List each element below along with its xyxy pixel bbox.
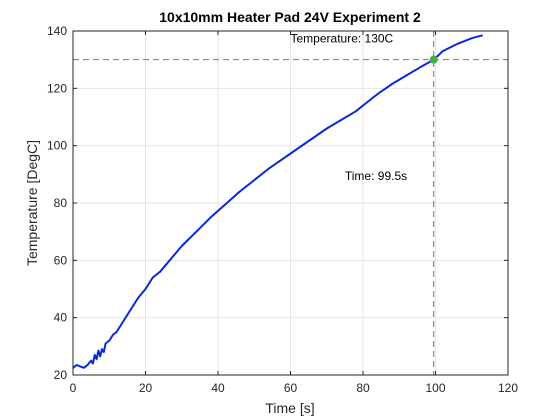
series-line	[72, 34, 483, 369]
y-tick-label: 40	[54, 311, 68, 325]
annotations: Temperature: 130C Time: 99.5s	[291, 31, 408, 183]
x-tick-label: 60	[284, 381, 298, 395]
y-tick-label: 60	[54, 253, 68, 267]
x-tick-label: 20	[139, 381, 153, 395]
annotation-text: Time: 99.5s	[345, 169, 407, 183]
x-tick-label: 100	[425, 381, 445, 395]
x-tick-label: 120	[498, 381, 518, 395]
y-axis-label: Temperature [DegC]	[24, 140, 40, 266]
x-tick-label: 40	[211, 381, 225, 395]
chart-title: 10x10mm Heater Pad 24V Experiment 2	[159, 9, 421, 25]
annotation-text: Temperature: 130C	[291, 31, 394, 45]
x-tick-label: 80	[356, 381, 370, 395]
y-tick-label: 100	[47, 139, 67, 153]
y-tick-label: 80	[54, 196, 68, 210]
x-axis-label: Time [s]	[265, 400, 314, 416]
x-tick-label: 0	[70, 381, 77, 395]
grid	[72, 30, 509, 376]
series-layer	[72, 34, 483, 369]
intersection-marker	[429, 55, 438, 64]
y-tick-label: 120	[47, 81, 67, 95]
y-tick-label: 20	[54, 368, 68, 382]
marker-layer	[429, 55, 438, 64]
y-tick-label: 140	[47, 24, 67, 38]
